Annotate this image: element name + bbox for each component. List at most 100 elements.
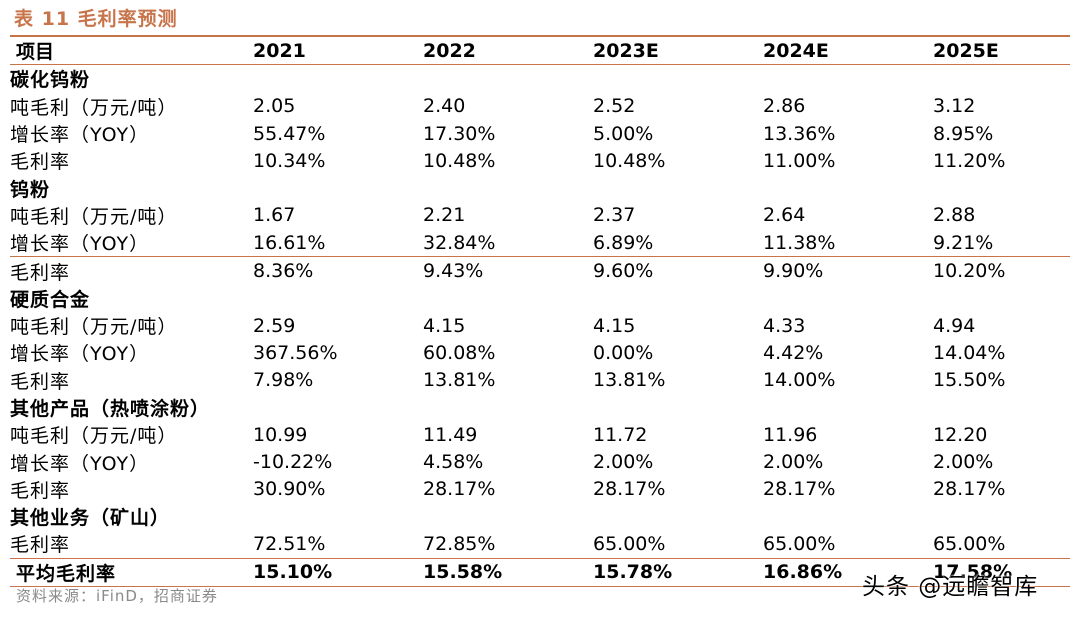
cell-value: 10.20% [933,256,1070,285]
cell-value: 11.72 [593,423,648,446]
cell-value: 10.48% [593,149,666,172]
cell-value: 8.36% [253,256,423,285]
table-title: 表 11 毛利率预测 [14,8,178,30]
cell-value: 4.15 [423,314,466,337]
gross-margin-table: 项目 2021 2022 2023E 2024E 2025E 碳化钨粉吨毛利（万… [10,37,1070,587]
title-divider [10,35,1070,37]
cell-value: 55.47% [253,122,326,145]
source-note: 资料来源：iFinD，招商证券 [16,587,218,605]
table-row: 毛利率 10.34% 10.48% 10.48% 11.00% 11.20% [10,147,1070,174]
cell-value: 9.21% [933,231,994,254]
cell-value: 28.17% [423,478,496,501]
cell-value: 72.85% [423,532,496,555]
cell-value: 11.20% [933,149,1006,172]
cell-value: 14.00% [763,369,836,392]
average-value: 15.58% [423,557,593,587]
section-row: 其他产品（热喷涂粉） [10,394,1070,421]
average-value: 16.86% [763,557,933,587]
cell-value: 4.58% [423,451,484,474]
cell-value: 11.38% [763,231,836,254]
cell-value: 65.00% [933,532,1006,555]
table-body: 项目 2021 2022 2023E 2024E 2025E 碳化钨粉吨毛利（万… [10,37,1070,587]
cell-value: 5.00% [593,122,654,145]
cell-value: -10.22% [253,451,333,474]
cell-value: 11.00% [763,149,836,172]
section-name: 其他业务（矿山） [10,507,171,530]
cell-value: 65.00% [593,532,666,555]
cell-value: 2.88 [933,204,976,227]
cell-value: 2.86 [763,95,806,118]
average-row: 平均毛利率 15.10% 15.58% 15.78% 16.86% 17.58% [10,557,1070,587]
cell-value: 2.59 [253,314,296,337]
cell-value: 0.00% [593,341,654,364]
cell-value: 2.40 [423,95,466,118]
cell-value: 2.00% [933,451,994,474]
header-year: 2021 [253,37,423,66]
cell-value: 65.00% [763,532,836,555]
table-row: 增长率（YOY） 367.56% 60.08% 0.00% 4.42% 14.04% [10,339,1070,366]
cell-value: 32.84% [423,231,496,254]
row-label: 增长率（YOY） [10,233,150,256]
table-row: 吨毛利（万元/吨） 10.99 11.49 11.72 11.96 12.20 [10,421,1070,448]
section-name: 其他产品（热喷涂粉） [10,398,211,420]
cell-value: 9.60% [593,256,763,285]
average-value: 17.58% [933,557,1070,587]
row-label: 吨毛利（万元/吨） [10,205,178,228]
cell-value: 11.49 [423,423,478,446]
header-year: 2022 [423,37,593,66]
row-label: 毛利率 [10,534,71,557]
table-row: 增长率（YOY） 55.47% 17.30% 5.00% 13.36% 8.95% [10,120,1070,147]
section-row: 钨粉 [10,174,1070,201]
table-row: 吨毛利（万元/吨） 2.59 4.15 4.15 4.33 4.94 [10,312,1070,339]
cell-value: 28.17% [933,478,1006,501]
cell-value: 11.96 [763,423,818,446]
cell-value: 1.67 [253,204,296,227]
row-label: 毛利率 [10,479,71,502]
cell-value: 28.17% [763,478,836,501]
cell-value: 13.81% [593,369,666,392]
cell-value: 9.43% [423,256,593,285]
cell-value: 6.89% [593,231,654,254]
cell-value: 14.04% [933,341,1006,364]
table-row: 毛利率 7.98% 13.81% 13.81% 14.00% 15.50% [10,367,1070,394]
section-row: 碳化钨粉 [10,65,1070,93]
average-value: 15.10% [253,557,423,587]
section-name: 钨粉 [10,178,51,201]
cell-value: 60.08% [423,341,496,364]
cell-value: 72.51% [253,532,326,555]
table-row: 毛利率 72.51% 72.85% 65.00% 65.00% 65.00% [10,530,1070,558]
row-label: 增长率（YOY） [10,452,150,475]
cell-value: 3.12 [933,95,976,118]
cell-value: 10.99 [253,423,308,446]
table-row: 毛利率 8.36% 9.43% 9.60% 9.90% 10.20% [10,256,1070,285]
cell-value: 7.98% [253,369,314,392]
section-name: 碳化钨粉 [10,69,91,92]
table-row: 吨毛利（万元/吨） 1.67 2.21 2.37 2.64 2.88 [10,202,1070,229]
cell-value: 2.00% [593,451,654,474]
table-row: 增长率（YOY） 16.61% 32.84% 6.89% 11.38% 9.21% [10,229,1070,257]
cell-value: 2.05 [253,95,296,118]
cell-value: 13.81% [423,369,496,392]
cell-value: 4.94 [933,314,976,337]
header-year: 2024E [763,37,933,66]
header-year: 2023E [593,37,763,66]
row-label: 吨毛利（万元/吨） [10,96,178,119]
header-year: 2025E [933,37,1070,66]
cell-value: 2.37 [593,204,636,227]
row-label: 增长率（YOY） [10,124,150,147]
row-label: 吨毛利（万元/吨） [10,425,178,448]
cell-value: 16.61% [253,231,326,254]
cell-value: 367.56% [253,341,338,364]
header-label: 项目 [10,37,253,66]
cell-value: 4.33 [763,314,806,337]
cell-value: 30.90% [253,478,326,501]
section-row: 硬质合金 [10,285,1070,312]
cell-value: 4.15 [593,314,636,337]
header-row: 项目 2021 2022 2023E 2024E 2025E [10,37,1070,66]
average-value: 15.78% [593,557,763,587]
row-label: 毛利率 [10,370,71,393]
row-label: 吨毛利（万元/吨） [10,316,178,339]
cell-value: 9.90% [763,256,933,285]
table-row: 毛利率 30.90% 28.17% 28.17% 28.17% 28.17% [10,476,1070,503]
cell-value: 13.36% [763,122,836,145]
